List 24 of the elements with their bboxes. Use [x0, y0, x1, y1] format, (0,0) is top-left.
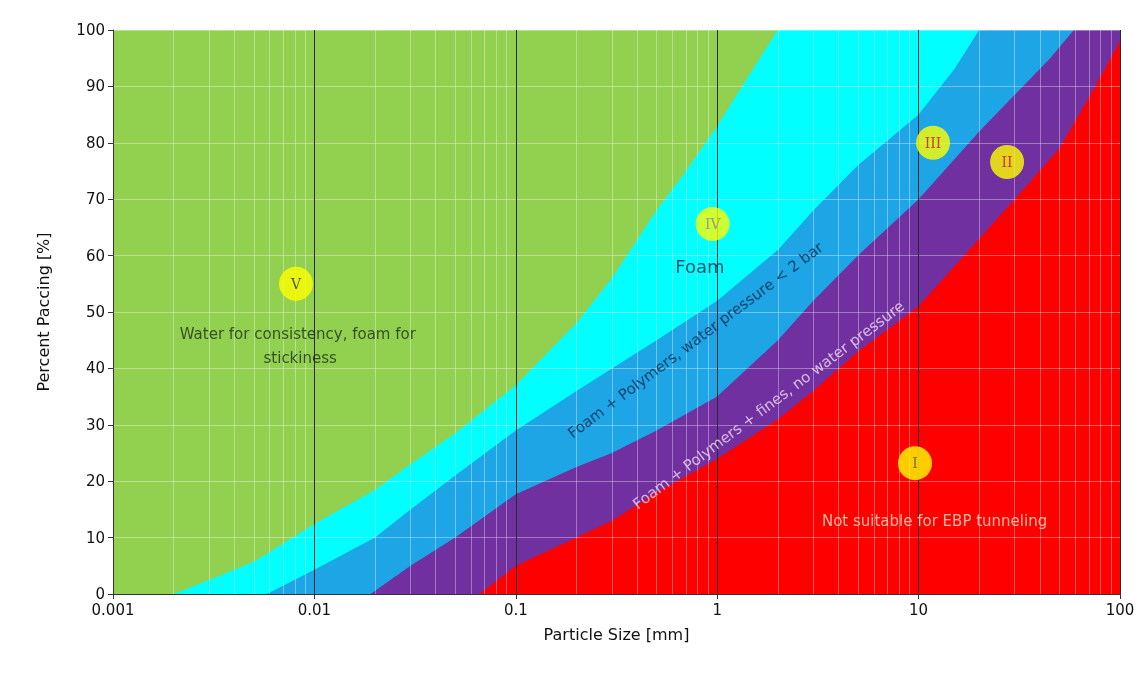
- y-tick-label: 30: [85, 415, 105, 434]
- x-axis-title: Particle Size [mm]: [543, 624, 690, 644]
- annotation: III: [924, 134, 942, 151]
- y-tick-label: 100: [76, 21, 105, 39]
- y-tick-label: 60: [85, 246, 105, 265]
- y-tick-label: 70: [85, 190, 105, 209]
- x-tick-label: 0.001: [91, 600, 135, 619]
- y-tick-label: 40: [85, 359, 105, 378]
- y-tick-label: 0: [95, 585, 105, 603]
- annotation: II: [1001, 153, 1013, 170]
- annotation: IV: [704, 216, 722, 233]
- y-tick-label: 80: [85, 133, 105, 152]
- x-tick-label: 100: [1105, 600, 1135, 619]
- x-tick-label: 1: [712, 600, 722, 619]
- y-tick-label: 10: [85, 528, 105, 547]
- annotation: I: [912, 455, 918, 472]
- y-axis-title: Percent Paccing [%]: [33, 232, 53, 392]
- x-tick-label: 0.1: [503, 600, 528, 619]
- y-tick-label: 50: [85, 303, 105, 321]
- y-tick-label: 20: [85, 472, 105, 491]
- y-tick-label: 90: [85, 77, 105, 96]
- x-tick-label: 0.01: [297, 600, 332, 619]
- annotation: V: [289, 275, 302, 292]
- x-tick-label: 10: [909, 600, 929, 619]
